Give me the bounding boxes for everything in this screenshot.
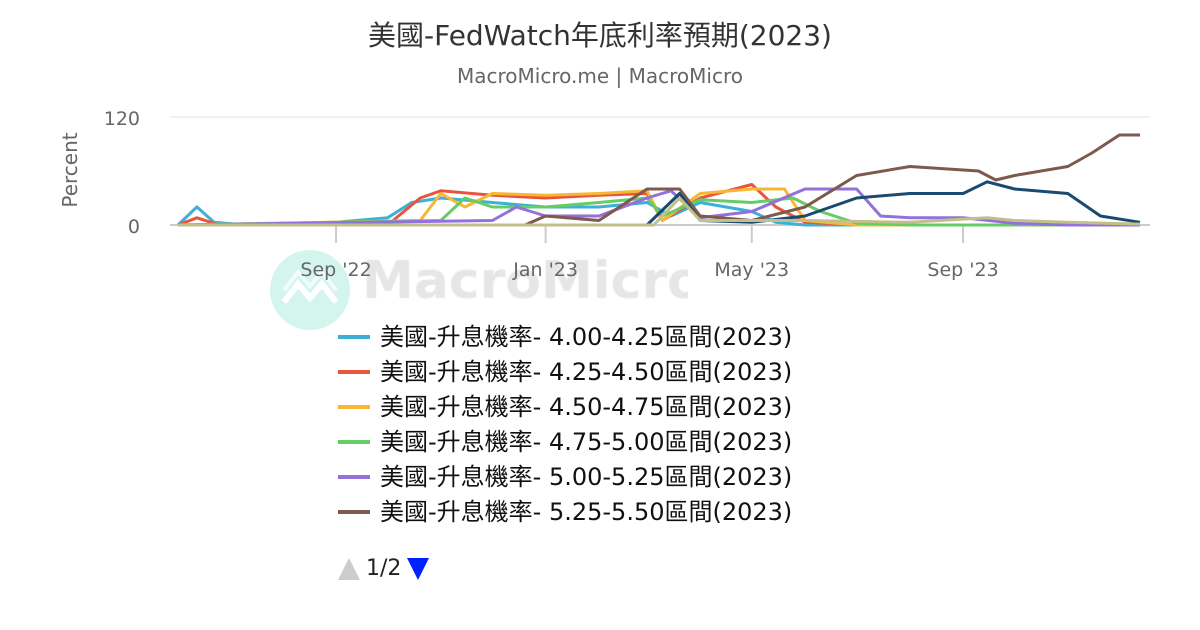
series-line-7[interactable] [178,196,1141,227]
legend-swatch [338,370,370,374]
legend-next-page-icon[interactable] [407,558,430,580]
line-chart: 120 0 Percent Sep '22 Jan '23 May '23 Sep '… [58,108,1150,281]
x-tick-label: Sep '23 [927,259,998,281]
chart-title: 美國-FedWatch年底利率預期(2023) [368,19,832,52]
x-tick-label: Sep '22 [300,259,371,281]
legend-label: 美國-升息機率- 5.25-5.50區間(2023) [380,498,793,526]
legend: 美國-升息機率- 4.00-4.25區間(2023) 美國-升息機率- 4.25-… [338,316,898,538]
y-axis-label: Percent [58,132,82,207]
legend-page-indicator: 1/2 [366,556,402,581]
legend-swatch [338,475,370,479]
watermark-logo [358,252,688,322]
y-tick-label: 0 [128,216,140,238]
legend-swatch [338,510,370,514]
legend-label: 美國-升息機率- 4.25-4.50區間(2023) [380,358,793,386]
chart-subtitle: MacroMicro.me | MacroMicro [457,64,743,88]
y-tick-label: 120 [104,108,140,130]
legend-prev-page-icon[interactable] [338,558,360,580]
legend-label: 美國-升息機率- 4.00-4.25區間(2023) [380,323,793,351]
macromicro-logo-icon [270,250,350,330]
x-tick-label: Jan '23 [512,259,578,281]
legend-item[interactable]: 美國-升息機率- 4.00-4.25區間(2023) [338,323,898,351]
legend-swatch [338,440,370,444]
legend-item[interactable]: 美國-升息機率- 5.25-5.50區間(2023) [338,498,898,526]
legend-swatch [338,335,370,339]
legend-item[interactable]: 美國-升息機率- 5.00-5.25區間(2023) [338,463,898,491]
legend-label: 美國-升息機率- 4.75-5.00區間(2023) [380,428,793,456]
x-tick-label: May '23 [714,259,789,281]
legend-item[interactable]: 美國-升息機率- 4.50-4.75區間(2023) [338,393,898,421]
legend-item[interactable]: 美國-升息機率- 4.75-5.00區間(2023) [338,428,898,456]
legend-label: 美國-升息機率- 4.50-4.75區間(2023) [380,393,793,421]
legend-label: 美國-升息機率- 5.00-5.25區間(2023) [380,463,793,491]
legend-item[interactable]: 美國-升息機率- 4.25-4.50區間(2023) [338,358,898,386]
legend-pagination: 1/2 [338,556,430,581]
series-line-6[interactable] [178,180,1141,227]
series-line-5[interactable] [178,133,1140,227]
legend-swatch [338,405,370,409]
